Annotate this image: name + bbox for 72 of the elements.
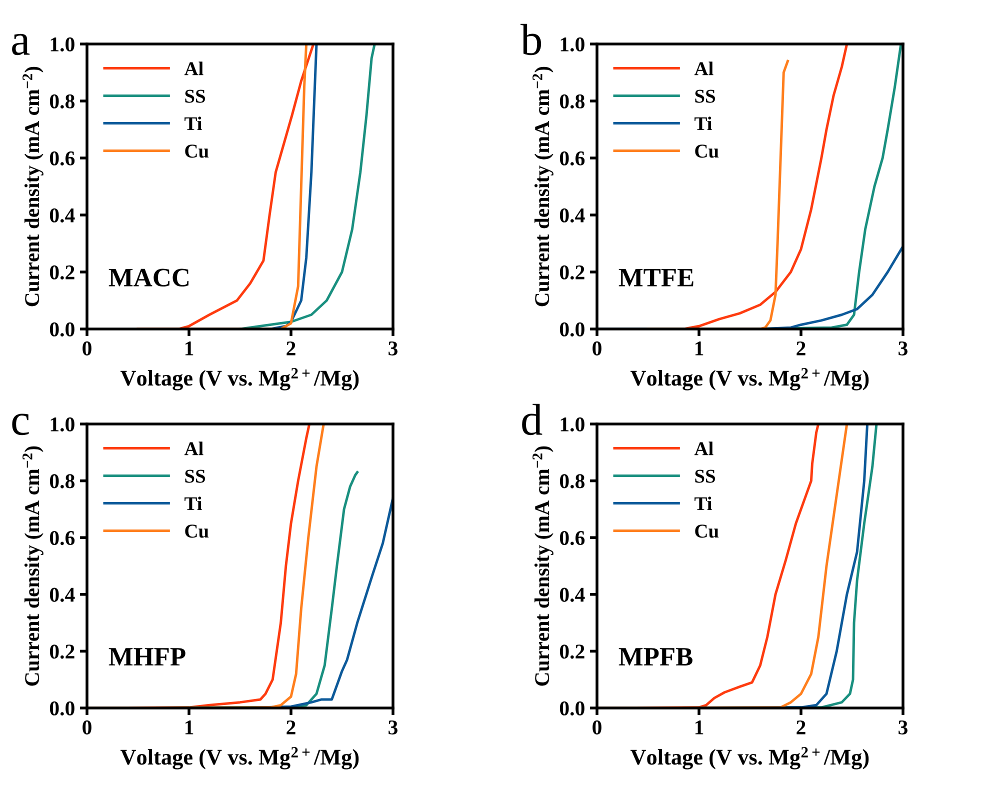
y-tick-label: 0.0 — [50, 701, 74, 716]
y-tick-label: 1.0 — [50, 417, 74, 432]
y-tick-label: 0.2 — [560, 644, 584, 659]
legend-label: Cu — [185, 144, 209, 158]
x-tick-label: 2 — [796, 341, 806, 356]
x-tick-label: 3 — [388, 341, 398, 356]
x-tick-label: 1 — [695, 720, 704, 734]
y-axis-title: Current density (mA cm$^{−2}$) — [532, 66, 554, 306]
annotation: MPFB — [618, 648, 692, 666]
legend-label: Cu — [185, 524, 209, 538]
legend-label: Al — [184, 442, 204, 456]
x-axis-title: Voltage (V vs. Mg$^{2+}$/Mg) — [120, 747, 359, 770]
y-tick-label: 0.4 — [50, 208, 75, 223]
y-tick-label: 0.0 — [560, 322, 584, 337]
annotation: MHFP — [108, 648, 186, 666]
chart-title: a — [12, 34, 30, 56]
legend-label: Ti — [184, 496, 202, 510]
y-tick-label: 0.2 — [50, 265, 74, 280]
x-tick-label: 2 — [286, 341, 296, 356]
x-tick-label: 0 — [82, 341, 92, 356]
x-tick-label: 0 — [82, 720, 92, 734]
y-tick-label: 1.0 — [560, 37, 584, 52]
y-tick-label: 0.4 — [50, 588, 75, 602]
y-tick-label: 0.4 — [560, 588, 585, 602]
x-tick-label: 1 — [695, 342, 704, 356]
y-axis-title: Current density (mA cm$^{−2}$) — [532, 446, 554, 686]
y-tick-label: 0.2 — [50, 644, 74, 659]
x-tick-label: 3 — [898, 341, 908, 356]
legend-label: SS — [695, 470, 716, 483]
legend-label: SS — [185, 90, 206, 103]
x-tick-label: 0 — [592, 720, 602, 734]
chart-title: b — [520, 24, 542, 56]
y-tick-label: 0.2 — [560, 265, 584, 280]
x-tick-label: 3 — [898, 720, 908, 734]
y-tick-label: 1.0 — [50, 37, 74, 52]
y-tick-label: 0.8 — [50, 94, 75, 109]
y-tick-label: 0.8 — [50, 474, 75, 488]
legend-label: Cu — [695, 524, 719, 538]
y-tick-label: 0.0 — [560, 701, 584, 716]
legend-label: Cu — [695, 144, 719, 158]
chart-title: d — [522, 404, 542, 436]
y-tick-label: 0.6 — [50, 530, 75, 546]
y-tick-label: 1.0 — [560, 417, 584, 432]
x-tick-label: 1 — [185, 342, 194, 356]
annotation: MTFE — [618, 268, 694, 286]
y-tick-label: 0.8 — [560, 94, 585, 109]
x-axis-title: Voltage (V vs. Mg$^{2+}$/Mg) — [630, 368, 869, 390]
legend-label: Al — [694, 62, 714, 76]
x-tick-label: 0 — [592, 341, 602, 356]
x-tick-label: 2 — [286, 720, 296, 734]
legend-label: Ti — [694, 116, 712, 130]
y-tick-label: 0.0 — [50, 322, 74, 337]
y-axis-title: Current density (mA cm$^{−2}$) — [22, 66, 44, 306]
legend-label: Al — [694, 442, 714, 456]
legend-label: Ti — [694, 496, 712, 510]
legend-label: SS — [185, 470, 206, 483]
x-tick-label: 1 — [185, 720, 194, 734]
y-tick-label: 0.4 — [560, 208, 585, 223]
annotation: MACC — [108, 268, 188, 287]
legend-label: SS — [695, 90, 716, 103]
x-axis-title: Voltage (V vs. Mg$^{2+}$/Mg) — [630, 747, 869, 770]
x-tick-label: 3 — [388, 720, 398, 734]
y-tick-label: 0.6 — [560, 530, 585, 546]
legend-label: Al — [184, 62, 204, 76]
y-tick-label: 0.6 — [50, 151, 75, 166]
y-tick-label: 0.8 — [560, 474, 585, 488]
chart-title: c — [12, 414, 29, 436]
x-axis-title: Voltage (V vs. Mg$^{2+}$/Mg) — [120, 368, 359, 390]
y-tick-label: 0.6 — [560, 151, 585, 166]
x-tick-label: 2 — [796, 720, 806, 734]
legend-label: Ti — [184, 116, 202, 130]
y-axis-title: Current density (mA cm$^{−2}$) — [22, 446, 44, 686]
